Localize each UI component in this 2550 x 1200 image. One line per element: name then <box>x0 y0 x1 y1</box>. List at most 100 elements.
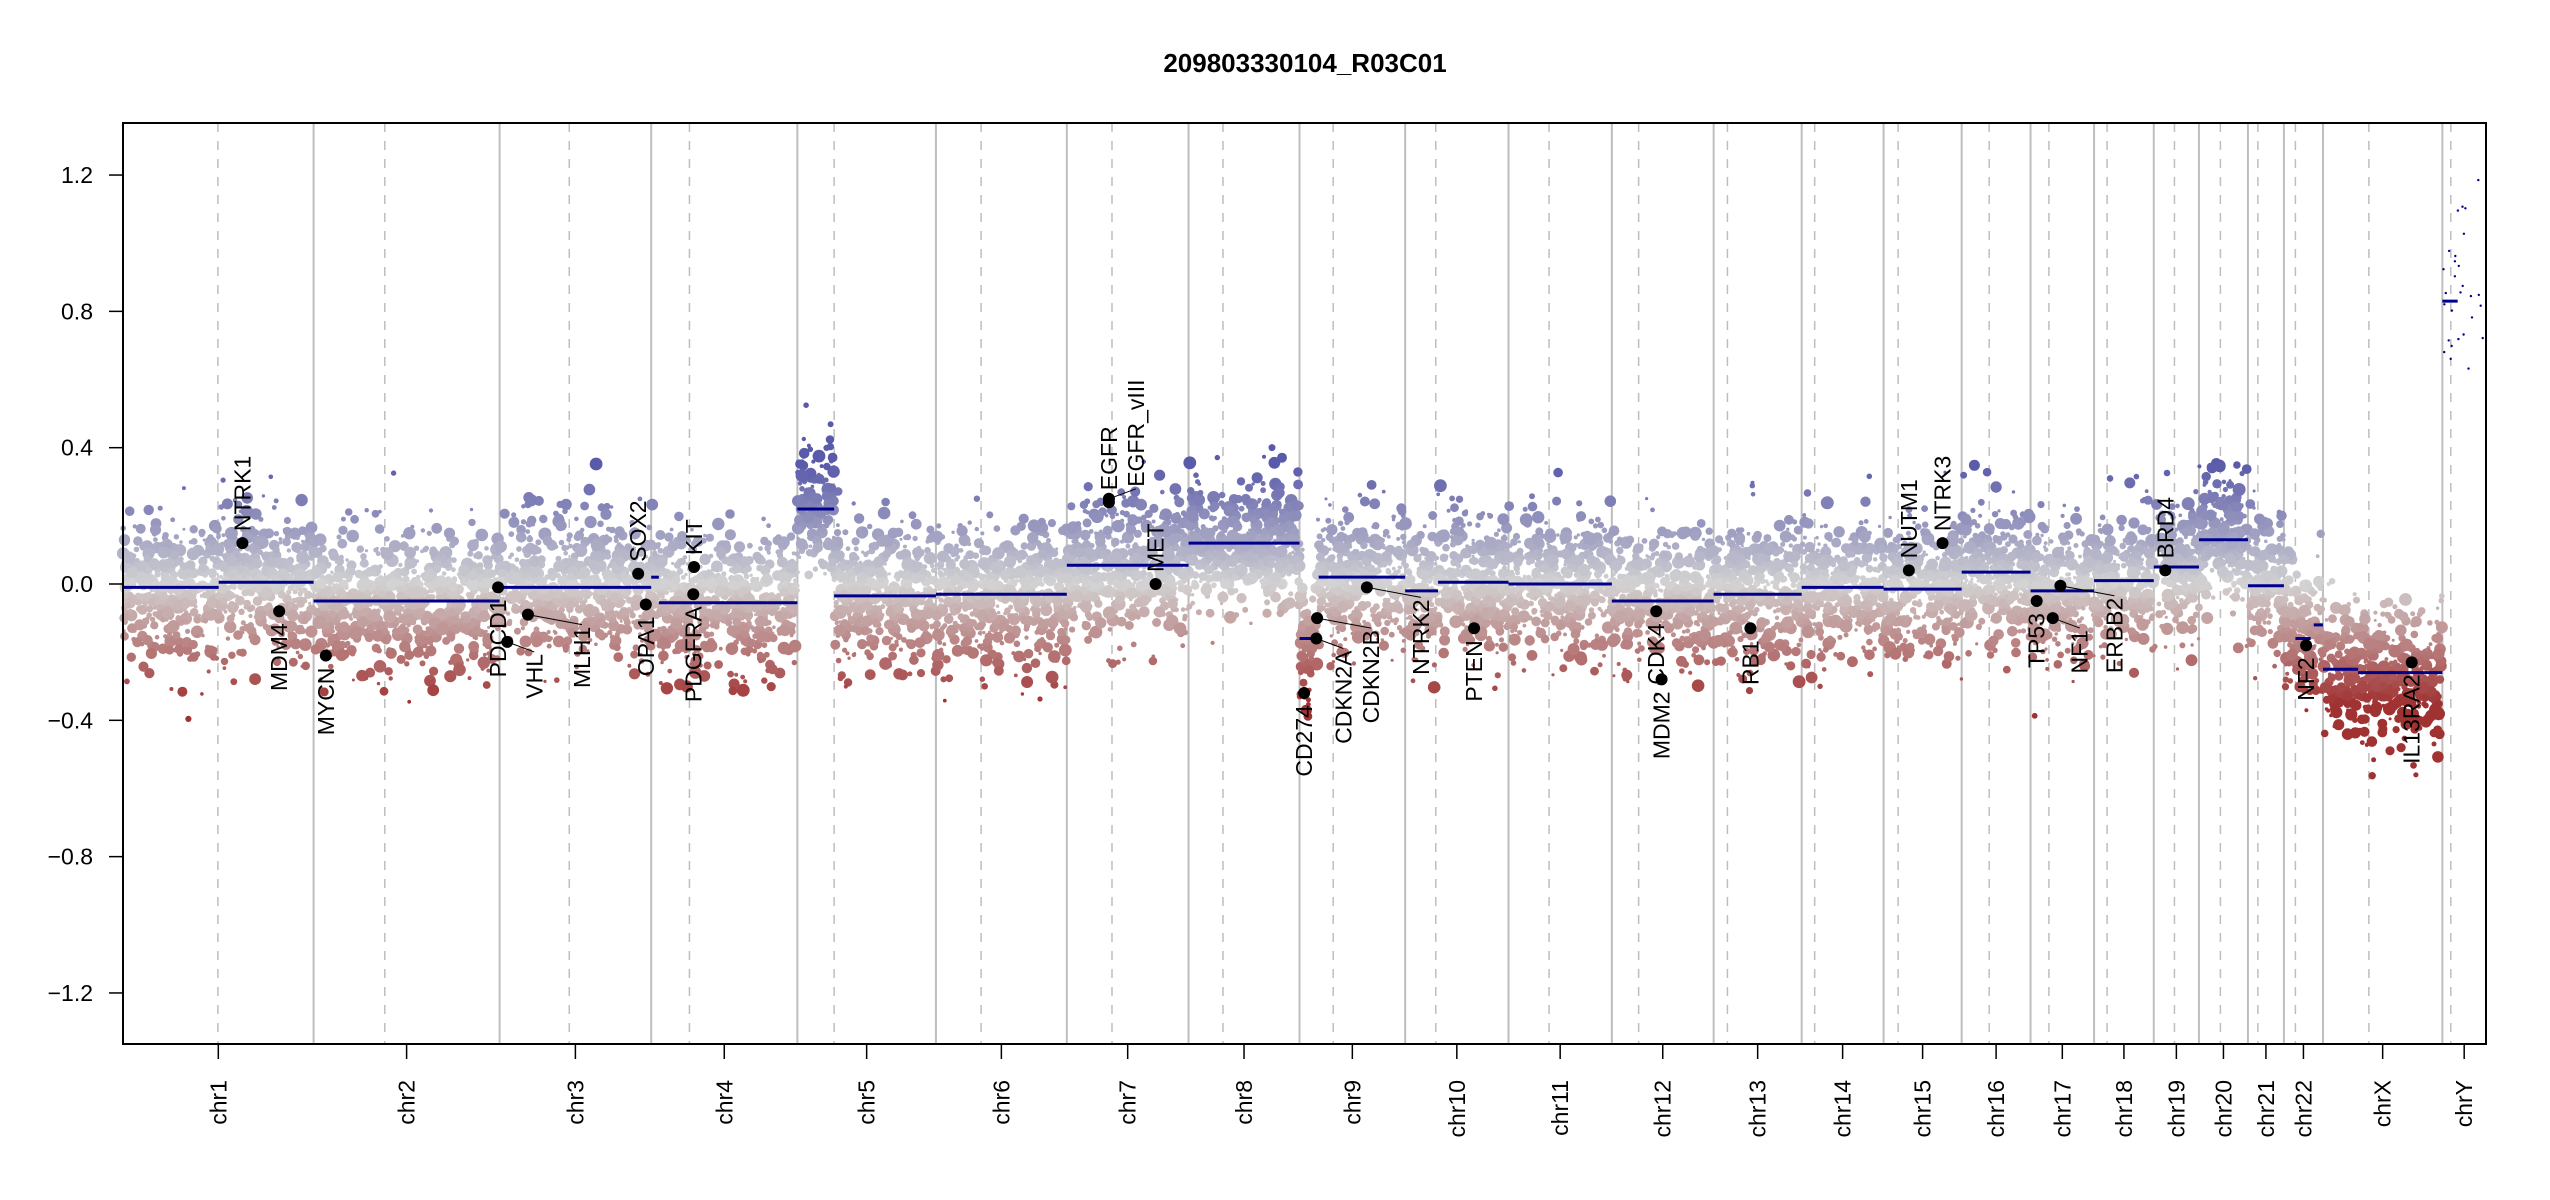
probe-point <box>543 679 547 684</box>
probe-point <box>411 586 424 599</box>
probe-point <box>449 615 459 625</box>
probe-point <box>1193 523 1199 528</box>
probe-point <box>379 686 389 696</box>
probe-point <box>629 519 635 526</box>
probe-point <box>514 557 520 562</box>
probe-point <box>486 668 491 673</box>
probe-point <box>587 641 591 645</box>
probe-point <box>812 542 823 553</box>
probe-point <box>588 576 593 581</box>
probe-point <box>562 643 570 651</box>
probe-point <box>504 597 509 601</box>
probe-point <box>348 613 353 618</box>
probe-point <box>955 585 964 593</box>
probe-point <box>282 537 291 547</box>
probe-point <box>269 623 281 635</box>
probe-point <box>301 661 311 671</box>
probe-point <box>745 565 752 573</box>
probe-point <box>295 650 300 655</box>
probe-point <box>234 552 240 558</box>
probe-point <box>438 554 443 559</box>
probe-point <box>365 589 370 595</box>
probe-point <box>555 555 562 562</box>
probe-point <box>1249 621 1253 626</box>
probe-point <box>558 539 565 546</box>
probe-point <box>1131 552 1142 563</box>
probe-point <box>1015 578 1020 583</box>
probe-point <box>1177 584 1186 593</box>
probe-point <box>238 509 243 514</box>
probe-point <box>1081 533 1087 539</box>
probe-point <box>870 613 877 620</box>
probe-point <box>244 555 254 564</box>
probe-point <box>718 646 723 651</box>
probe-point <box>592 594 599 600</box>
probe-point <box>1209 555 1215 561</box>
probe-point <box>573 533 582 542</box>
probe-point <box>220 477 226 483</box>
probe-point <box>1252 573 1258 579</box>
probe-point <box>992 658 1001 667</box>
probe-point <box>1088 529 1094 534</box>
probe-point <box>1223 505 1235 517</box>
probe-point <box>567 588 579 600</box>
probe-point <box>907 671 913 677</box>
probe-point <box>584 515 597 529</box>
probe-point <box>657 636 670 650</box>
probe-point <box>632 584 644 596</box>
probe-point <box>141 617 150 626</box>
probe-point <box>646 641 656 651</box>
probe-point <box>1130 486 1141 497</box>
probe-point <box>1129 603 1137 611</box>
probe-point <box>1090 510 1104 524</box>
probe-point <box>419 660 426 667</box>
probe-point <box>576 605 581 609</box>
probe-point <box>969 611 975 617</box>
probe-point <box>1021 676 1034 688</box>
probe-point <box>629 612 636 619</box>
probe-point <box>467 539 479 552</box>
probe-point <box>1112 544 1116 548</box>
probe-point <box>160 579 164 584</box>
probe-point <box>390 470 397 476</box>
probe-point <box>637 496 643 502</box>
probe-point <box>542 590 554 602</box>
probe-point <box>1094 531 1098 535</box>
probe-point <box>850 585 862 596</box>
probe-point <box>574 664 579 670</box>
probe-point <box>364 549 368 553</box>
probe-point <box>1039 532 1044 537</box>
probe-point <box>122 551 135 564</box>
probe-point <box>465 592 471 597</box>
probe-point <box>1063 603 1071 611</box>
probe-point <box>494 655 501 662</box>
probe-point <box>308 601 312 606</box>
probe-point <box>170 550 180 560</box>
probe-point <box>671 611 675 615</box>
probe-point <box>469 507 474 512</box>
probe-point <box>872 607 877 612</box>
probe-point <box>910 518 922 530</box>
probe-point <box>843 636 849 643</box>
probe-point <box>766 523 771 529</box>
probe-point <box>154 571 161 578</box>
probe-point <box>290 638 302 650</box>
probe-point <box>1270 571 1282 583</box>
probe-point <box>914 637 926 648</box>
probe-point <box>528 564 542 578</box>
probe-point <box>835 657 842 664</box>
probe-point <box>788 639 802 653</box>
probe-point <box>237 582 246 591</box>
probe-point <box>487 625 491 629</box>
probe-point <box>477 656 490 669</box>
probe-point <box>299 611 304 615</box>
probe-point <box>633 604 637 608</box>
probe-point <box>539 576 546 583</box>
probe-point <box>1269 584 1277 592</box>
probe-point <box>1125 543 1131 549</box>
probe-point <box>982 621 986 625</box>
probe-point <box>1198 571 1208 581</box>
probe-point <box>600 599 609 609</box>
probe-point <box>779 624 791 636</box>
probe-point <box>282 620 295 633</box>
